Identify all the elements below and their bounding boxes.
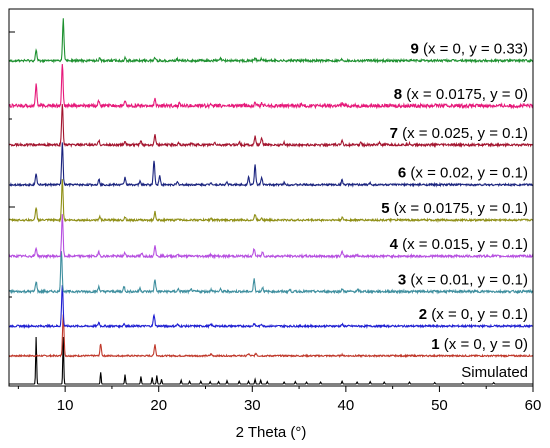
- x-tick-label: 60: [525, 397, 542, 414]
- trace-8: [8, 63, 534, 110]
- axis-ticks: 10 20 30 40 50 60: [9, 31, 542, 414]
- trace-params: (x = 0.0175, y = 0): [402, 86, 528, 103]
- trace-number: 3: [398, 272, 406, 289]
- trace-number: 8: [394, 86, 402, 103]
- trace-9: [8, 18, 534, 64]
- x-tick-label: 20: [150, 397, 167, 414]
- trace-number: 6: [398, 165, 406, 182]
- trace-params: (x = 0.025, y = 0.1): [398, 125, 528, 142]
- trace-label-4: 4 (x = 0.015, y = 0.1): [390, 236, 528, 253]
- trace-label-6: 6 (x = 0.02, y = 0.1): [398, 165, 528, 182]
- x-axis-title: 2 Theta (°): [236, 424, 307, 441]
- trace-7: [8, 104, 534, 149]
- trace-number: 9: [410, 41, 418, 58]
- trace-label-2: 2 (x = 0, y = 0.1): [419, 306, 528, 323]
- trace-2: [8, 285, 534, 330]
- trace-params: (x = 0.015, y = 0.1): [398, 236, 528, 253]
- trace-label-9: 9 (x = 0, y = 0.33): [410, 41, 528, 58]
- trace-params: (x = 0.02, y = 0.1): [406, 165, 528, 182]
- trace-label-1: 1 (x = 0, y = 0): [431, 336, 528, 353]
- trace-number: 1: [431, 336, 439, 353]
- trace-label-5: 5 (x = 0.0175, y = 0.1): [381, 200, 528, 217]
- trace-1: [8, 314, 533, 358]
- trace-number: 2: [419, 306, 427, 323]
- trace-params: (x = 0, y = 0): [440, 336, 528, 353]
- trace-number: 7: [390, 125, 398, 142]
- trace-label-3: 3 (x = 0.01, y = 0.1): [398, 272, 528, 289]
- trace-label-7: 7 (x = 0.025, y = 0.1): [390, 125, 528, 142]
- trace-number: 5: [381, 200, 389, 217]
- trace-6: [8, 142, 534, 188]
- trace-simulated: [9, 336, 533, 385]
- trace-5: [8, 179, 534, 224]
- trace-label-simulated: Simulated: [461, 364, 528, 381]
- trace-label-8: 8 (x = 0.0175, y = 0): [394, 86, 528, 103]
- trace-number: 4: [390, 236, 399, 253]
- trace-3: [8, 251, 534, 295]
- x-tick-label: 10: [57, 397, 74, 414]
- trace-params: (x = 0, y = 0.33): [419, 41, 528, 58]
- x-tick-label: 50: [431, 397, 448, 414]
- x-tick-label: 40: [338, 397, 355, 414]
- trace-4: [8, 214, 534, 260]
- trace-params: (x = 0.0175, y = 0.1): [390, 200, 528, 217]
- trace-params: (x = 0, y = 0.1): [427, 306, 528, 323]
- pattern-traces: [8, 18, 534, 385]
- trace-params: (x = 0.01, y = 0.1): [406, 272, 528, 289]
- x-tick-label: 30: [244, 397, 261, 414]
- plot-frame: [8, 8, 534, 387]
